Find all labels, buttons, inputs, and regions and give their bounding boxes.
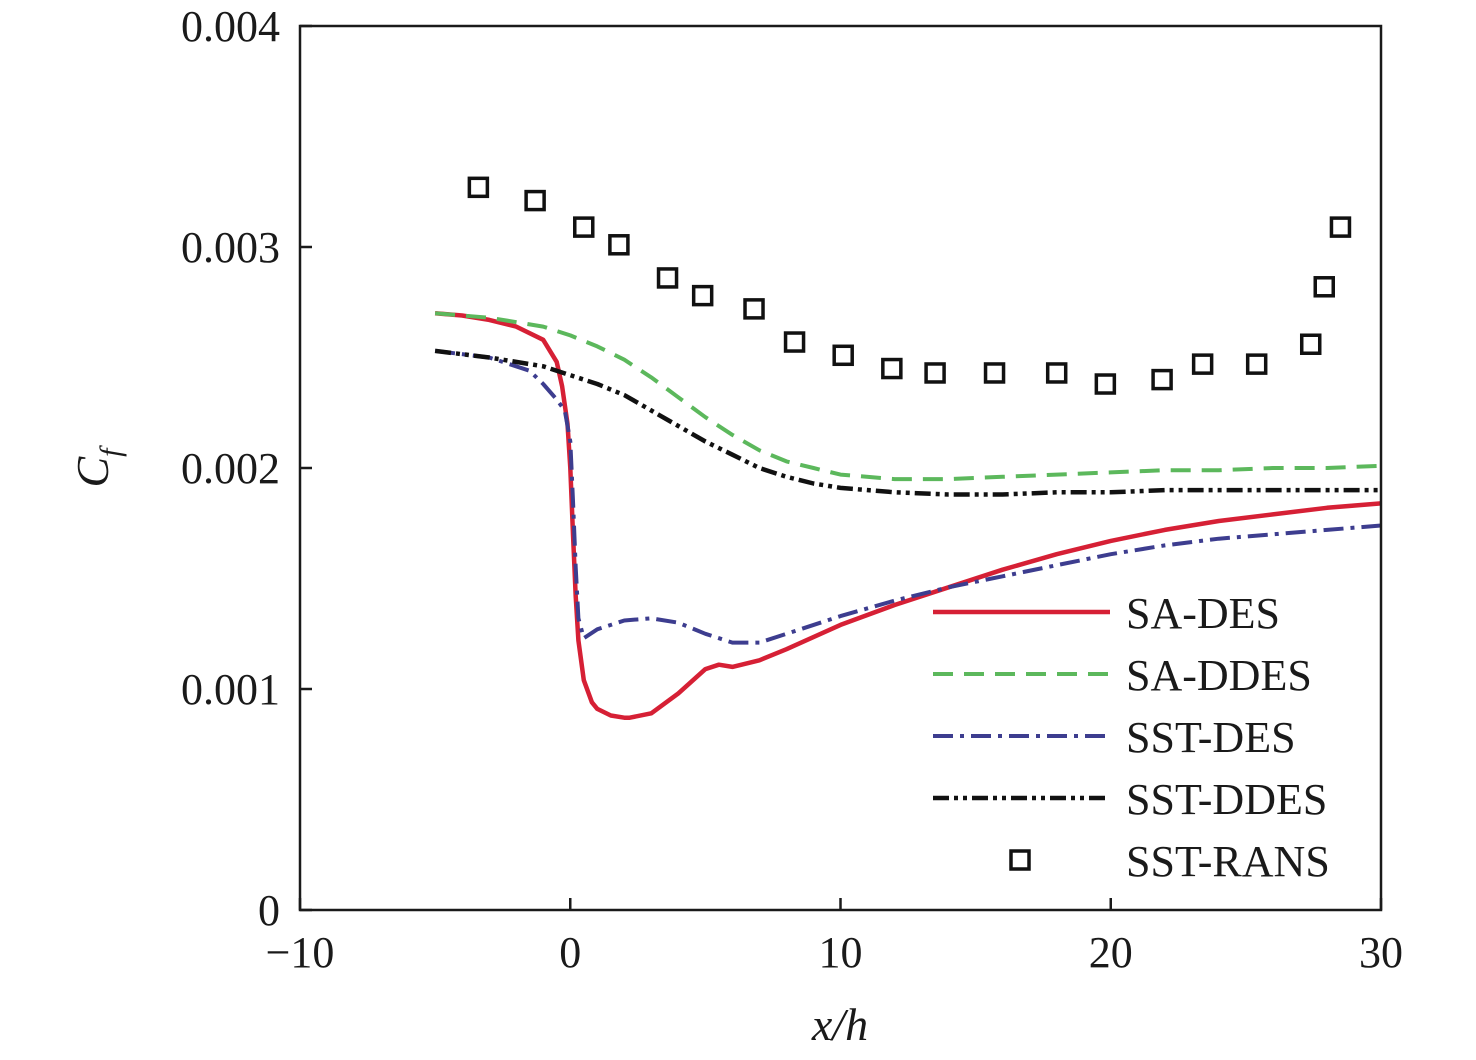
- legend: SA-DES SA-DDES SST-DES SST-DDES SST-RANS: [933, 589, 1330, 886]
- series-layer: [434, 311, 1381, 720]
- series-sst-rans-point: [1329, 216, 1352, 238]
- legend-sst-rans-marker: [1009, 849, 1031, 871]
- legend-sa-des-label: SA-DES: [1126, 589, 1280, 638]
- series-sst-rans-point: [1094, 373, 1117, 395]
- series-sst-rans-point: [832, 344, 854, 367]
- x-tick-label: 10: [819, 928, 863, 977]
- series-sst-rans-point: [1191, 353, 1214, 375]
- legend-sst-ddes-label: SST-DDES: [1126, 775, 1327, 824]
- y-tick-label: 0.002: [181, 444, 280, 493]
- y-tick-label: 0.003: [181, 223, 280, 272]
- series-sst-rans-point: [1045, 362, 1068, 384]
- y-tick-label: 0.001: [181, 665, 280, 714]
- series-sst-rans-point: [656, 267, 679, 289]
- series-sst-ddes-line: [434, 348, 1381, 497]
- x-axis-label: x/h: [811, 999, 868, 1050]
- legend-sst-des-label: SST-DES: [1126, 713, 1296, 762]
- series-sst-rans-point: [983, 362, 1006, 384]
- y-tick-label: 0.004: [181, 2, 280, 51]
- y-axis-label: Cf: [67, 445, 127, 488]
- x-tick-label: −10: [266, 928, 335, 977]
- series-sst-rans-point: [608, 234, 630, 256]
- marker-layer: [467, 176, 1352, 395]
- series-sst-rans-point: [1151, 368, 1173, 391]
- series-sst-rans-point: [691, 284, 714, 307]
- series-sst-rans-point: [467, 176, 490, 199]
- series-sst-rans-point: [783, 331, 806, 353]
- series-sst-rans-point: [881, 357, 903, 380]
- y-axis-label-sub: f: [94, 445, 127, 457]
- series-sa-ddes-line: [434, 311, 1381, 482]
- x-tick-label: 20: [1089, 928, 1133, 977]
- series-sst-rans-point: [1299, 333, 1322, 355]
- series-sst-rans-point: [1245, 353, 1268, 375]
- legend-sa-ddes-label: SA-DDES: [1126, 651, 1312, 700]
- y-axis-label-main: C: [67, 456, 118, 488]
- series-sst-rans-point: [924, 362, 946, 384]
- series-sst-rans-point: [1313, 276, 1335, 298]
- series-sa-des-line: [434, 311, 1381, 720]
- series-sst-rans-point: [743, 298, 765, 320]
- x-tick-label: 0: [559, 928, 581, 977]
- y-tick-label: 0: [258, 886, 280, 935]
- series-sst-rans-point: [573, 216, 595, 238]
- series-sst-rans-point: [524, 189, 546, 212]
- legend-sst-rans-label: SST-RANS: [1126, 837, 1330, 886]
- x-tick-label: 30: [1359, 928, 1403, 977]
